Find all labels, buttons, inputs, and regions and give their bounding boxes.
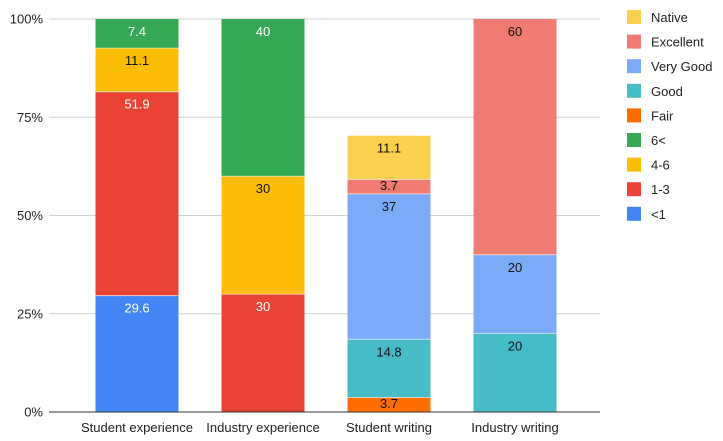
data-labels: 29.6 51.9 11.1 7.4 30 30 40 3.7 14.8 37 3.7 11.1 20 2… <box>124 24 522 411</box>
data-label: 40 <box>256 24 270 39</box>
axes: 0% 25% 50% 75% 100% Student experience Industr… <box>10 12 600 435</box>
legend-swatch <box>627 206 641 221</box>
bar-segment-student-writing-very-good <box>347 193 431 340</box>
data-label: 3.7 <box>380 396 398 411</box>
legend-label: Native <box>651 10 688 25</box>
legend-item-native: Native <box>627 10 688 25</box>
data-label: 3.7 <box>380 178 398 193</box>
data-label: 20 <box>508 260 522 275</box>
data-label: 11.1 <box>125 53 149 68</box>
legend-item-6lt: 6< <box>627 133 666 148</box>
bar-segment-student-writing-good <box>347 339 431 398</box>
bar-segment-student-experience-1-3 <box>95 91 179 296</box>
legend-swatch <box>627 59 641 74</box>
legend-label: 4-6 <box>651 158 670 173</box>
legend-swatch <box>627 182 641 197</box>
legend-item-1-3: 1-3 <box>627 182 670 197</box>
x-category-label: Industry writing <box>471 420 558 435</box>
bar-segment-student-writing-excellent <box>347 179 431 194</box>
data-label: 51.9 <box>124 97 149 112</box>
data-label: 7.4 <box>128 24 146 39</box>
legend-swatch <box>627 10 641 24</box>
x-category-label: Student experience <box>81 420 193 435</box>
legend-item-excellent: Excellent <box>627 34 704 50</box>
legend-label: Excellent <box>651 35 704 50</box>
y-tick-label: 50% <box>17 208 43 223</box>
legend-label: Fair <box>651 108 674 123</box>
legend-label: Very Good <box>651 59 712 74</box>
y-tick-label: 75% <box>17 110 43 125</box>
data-label: 37 <box>382 199 396 214</box>
y-tick-label: 25% <box>17 306 43 321</box>
bar-segment-industry-experience-6lt <box>221 19 305 177</box>
data-label: 29.6 <box>124 301 149 316</box>
legend-item-fair: Fair <box>627 108 674 123</box>
legend-item-very-good: Very Good <box>627 59 712 74</box>
legend-label: 1-3 <box>651 182 670 197</box>
data-label: 30 <box>256 181 270 196</box>
x-category-label: Student writing <box>346 420 432 435</box>
bar-segment-industry-experience-4-6 <box>221 176 305 295</box>
legend-label: <1 <box>651 207 666 222</box>
legend-label: 6< <box>651 133 666 148</box>
bar-segment-industry-writing-very-good <box>473 254 557 334</box>
bar-segment-student-writing-native <box>347 135 431 180</box>
bar-segment-student-experience-4-6 <box>95 48 179 92</box>
legend-item-4-6: 4-6 <box>627 157 670 173</box>
bar-segment-industry-experience-1-3 <box>221 294 305 412</box>
data-label: 14.8 <box>376 344 401 359</box>
bar-segment-industry-writing-excellent <box>473 19 557 255</box>
data-label: 60 <box>508 24 522 39</box>
legend-swatch <box>627 83 641 98</box>
bar-segment-industry-writing-good <box>473 333 557 412</box>
legend-label: Good <box>651 84 683 99</box>
legend-swatch <box>627 34 641 49</box>
legend-swatch <box>627 133 641 147</box>
data-label: 11.1 <box>377 141 401 156</box>
legend-swatch <box>627 157 641 172</box>
legend-item-good: Good <box>627 83 683 99</box>
y-tick-label: 0% <box>24 405 43 420</box>
bar-segment-student-experience-lt-1 <box>95 295 179 412</box>
data-label: 20 <box>508 338 522 353</box>
y-tick-label: 100% <box>10 12 44 27</box>
bars <box>95 19 557 412</box>
legend-swatch <box>627 108 641 123</box>
legend: Native Excellent Very Good Good Fair 6< 4-6 1-3… <box>627 10 712 222</box>
x-category-label: Industry experience <box>206 420 319 435</box>
bar-segment-student-experience-6lt <box>95 19 179 49</box>
bar-segment-student-writing-fair <box>347 397 431 412</box>
legend-item-lt-1: <1 <box>627 206 666 222</box>
data-label: 30 <box>256 299 270 314</box>
